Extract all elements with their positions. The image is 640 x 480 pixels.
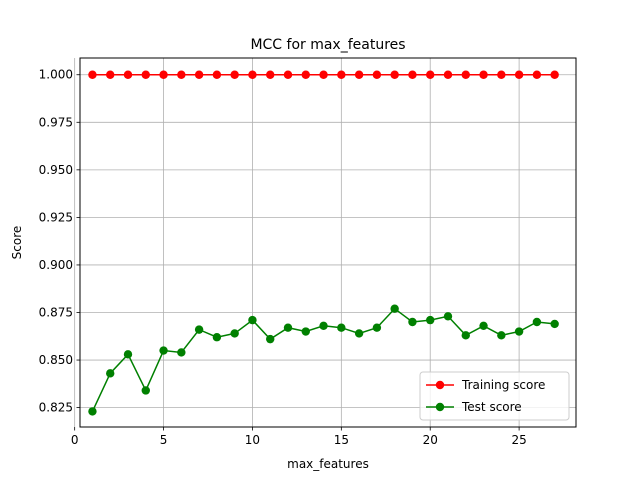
y-axis-label: Score [10,226,24,260]
legend-entry: Test score [426,400,522,414]
y-tick-label: 0.975 [39,115,73,129]
data-point [230,329,239,338]
data-point [301,70,310,79]
data-point [479,70,488,79]
data-point [194,325,204,334]
x-tick-label: 10 [245,433,260,447]
data-point [283,323,293,332]
data-point [194,70,204,79]
data-point [159,346,168,355]
data-point [88,70,97,79]
data-point [426,315,435,325]
data-point [212,70,222,79]
y-tick-label: 0.875 [39,305,73,319]
data-point [532,70,542,79]
data-point [354,329,364,338]
data-point [123,350,133,359]
data-point [141,386,150,395]
data-point [426,70,435,79]
data-point [88,407,97,416]
data-point [532,317,542,327]
y-tick-label: 0.950 [39,163,73,177]
data-point [106,70,115,79]
data-point [408,317,417,327]
data-point [461,331,470,340]
chart-title: MCC for max_features [250,37,405,53]
data-point [514,70,524,79]
data-point [106,369,115,378]
series-0 [88,70,559,79]
data-point [550,319,559,329]
x-axis-label: max_features [287,457,369,471]
x-tick-label: 0 [71,433,79,447]
data-point [550,70,559,79]
data-point [461,70,470,79]
data-point [372,70,382,79]
x-tick-label: 25 [511,433,526,447]
legend-entry: Training score [426,378,545,392]
data-point [337,323,346,332]
plot-area-frame [79,57,577,428]
data-point [390,304,399,313]
x-tick-label: 15 [334,433,349,447]
series-1 [88,304,559,416]
axis-ticks: 0 5 10 15 20 25 0.825 0.850 0.875 0.900 0.925 0.950… [39,68,527,447]
legend-label: Training score [461,378,545,392]
data-point [283,70,293,79]
data-point [514,327,524,336]
data-point [443,312,453,321]
data-point [266,334,275,344]
data-point [177,70,186,79]
data-point [408,70,417,79]
data-point [354,70,364,79]
data-point [248,315,257,325]
data-point [497,331,506,340]
legend-label: Test score [461,400,522,414]
legend-marker [435,380,445,390]
y-tick-label: 0.900 [39,258,73,272]
data-point [319,321,328,331]
data-point [301,327,310,336]
data-point [230,70,239,79]
x-tick-label: 5 [160,433,168,447]
data-point [159,70,168,79]
data-point [479,321,488,331]
data-point [372,323,382,332]
legend: Training score Test score [419,371,570,421]
series-layer [88,70,559,416]
data-point [177,348,186,357]
data-point [390,70,399,79]
data-point [443,70,453,79]
y-tick-label: 0.825 [39,401,73,415]
data-point [141,70,150,79]
y-tick-label: 0.925 [39,210,73,224]
y-tick-label: 0.850 [39,353,73,367]
data-point [497,70,506,79]
x-tick-label: 20 [423,433,438,447]
data-point [337,70,346,79]
legend-marker [435,402,445,412]
data-point [266,70,275,79]
legend-box [419,371,570,421]
y-tick-label: 1.000 [39,68,73,82]
data-point [123,70,133,79]
data-point [319,70,328,79]
data-point [212,333,222,342]
data-point [248,70,257,79]
